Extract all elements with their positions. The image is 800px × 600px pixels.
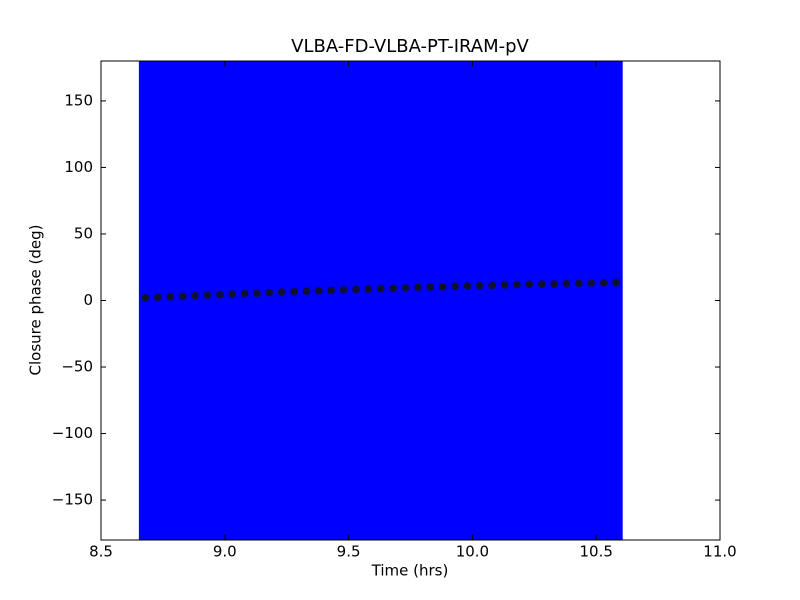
y-tick-label: −150 — [52, 491, 93, 509]
y-axis-label: Closure phase (deg) — [27, 225, 45, 376]
data-point — [178, 291, 187, 301]
data-point — [388, 284, 398, 293]
x-tick-label: 9.5 — [337, 543, 361, 561]
x-tick-label: 10.5 — [579, 543, 612, 561]
data-point — [265, 288, 274, 297]
data-point — [351, 285, 361, 294]
data-point — [401, 283, 410, 293]
data-point — [438, 282, 447, 292]
data-point — [562, 279, 571, 288]
data-point — [537, 279, 546, 289]
data-point — [302, 286, 311, 296]
data-point — [500, 280, 509, 290]
data-point — [314, 286, 324, 296]
y-tick-label: 150 — [64, 91, 93, 109]
data-point — [166, 292, 175, 302]
data-point — [525, 280, 534, 289]
x-tick-label: 8.5 — [89, 543, 113, 561]
data-point — [549, 279, 559, 289]
data-point — [426, 282, 435, 292]
y-tick-label: 100 — [64, 158, 93, 176]
x-tick-label: 11.0 — [703, 543, 736, 561]
data-point — [240, 289, 249, 298]
chart-title: VLBA-FD-VLBA-PT-IRAM-pV — [291, 36, 529, 57]
data-point — [586, 278, 596, 288]
data-point — [475, 281, 485, 290]
data-point — [190, 291, 200, 300]
plot-area — [138, 61, 623, 540]
data-point — [252, 288, 262, 298]
data-point — [215, 290, 225, 299]
data-point — [599, 278, 608, 288]
data-point — [413, 283, 423, 292]
data-point — [512, 280, 522, 290]
data-point — [203, 290, 212, 300]
data-point — [376, 284, 386, 293]
x-tick-label: 10.0 — [456, 543, 489, 561]
data-point — [141, 293, 150, 303]
y-tick-label: −100 — [52, 424, 93, 442]
data-point — [364, 284, 373, 294]
data-point — [289, 287, 299, 296]
y-tick-label: 0 — [83, 291, 93, 309]
data-point — [227, 289, 237, 299]
data-point — [277, 287, 286, 297]
data-point — [611, 278, 621, 287]
data-point — [339, 285, 348, 295]
y-tick-label: −50 — [61, 358, 93, 376]
x-tick-label: 9.0 — [213, 543, 237, 561]
data-point — [487, 281, 497, 290]
data-point — [574, 279, 584, 288]
data-point — [463, 281, 472, 291]
data-point — [327, 286, 336, 295]
x-axis-label: Time (hrs) — [371, 562, 449, 580]
data-point — [153, 293, 163, 302]
y-tick-label: 50 — [74, 224, 93, 242]
data-point — [450, 282, 460, 291]
